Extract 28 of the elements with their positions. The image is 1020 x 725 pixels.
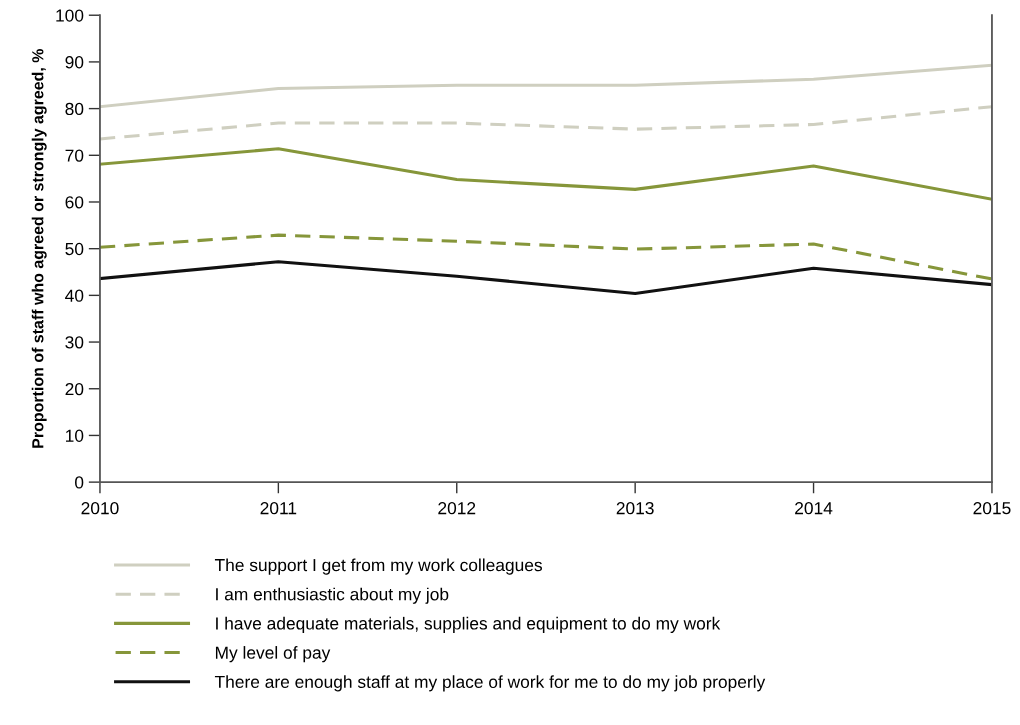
y-tick-label: 70 (65, 149, 84, 162)
y-tick-label: 40 (65, 289, 84, 302)
y-tick-label: 60 (65, 196, 84, 209)
y-tick-label: 0 (75, 476, 84, 489)
line-series (99, 63, 992, 109)
line-series (99, 233, 992, 281)
line-series (99, 147, 992, 201)
y-tick-label: 100 (56, 9, 84, 22)
legend-label: There are enough staff at my place of work for me to do my job properly (214, 675, 766, 692)
x-tick-label: 2014 (795, 502, 833, 515)
y-tick-label: 50 (65, 242, 84, 256)
x-tick-label: 2015 (973, 502, 1011, 515)
y-tick-label: 10 (66, 429, 84, 442)
y-tick-label: 90 (65, 56, 84, 69)
y-axis-title: Proportion of staff who agreed or strongly agreed, % (31, 48, 47, 448)
x-tick-label: 2010 (81, 502, 119, 515)
legend-label: I have adequate materials, supplies and equipment to do my work (216, 616, 721, 634)
legend-label: My level of pay (215, 646, 331, 663)
x-tick-label: 2013 (616, 502, 654, 515)
legend-label: I am enthusiastic about my job (216, 587, 449, 604)
x-tick-label: 2011 (260, 502, 297, 515)
y-tick-label: 20 (65, 382, 84, 396)
legend-label: The support I get from my work colleagues (214, 558, 542, 575)
y-tick-label: 80 (65, 102, 84, 116)
x-tick-label: 2012 (438, 502, 476, 515)
line-series (99, 260, 992, 296)
line-series (99, 105, 992, 141)
y-tick-label: 30 (65, 336, 84, 349)
